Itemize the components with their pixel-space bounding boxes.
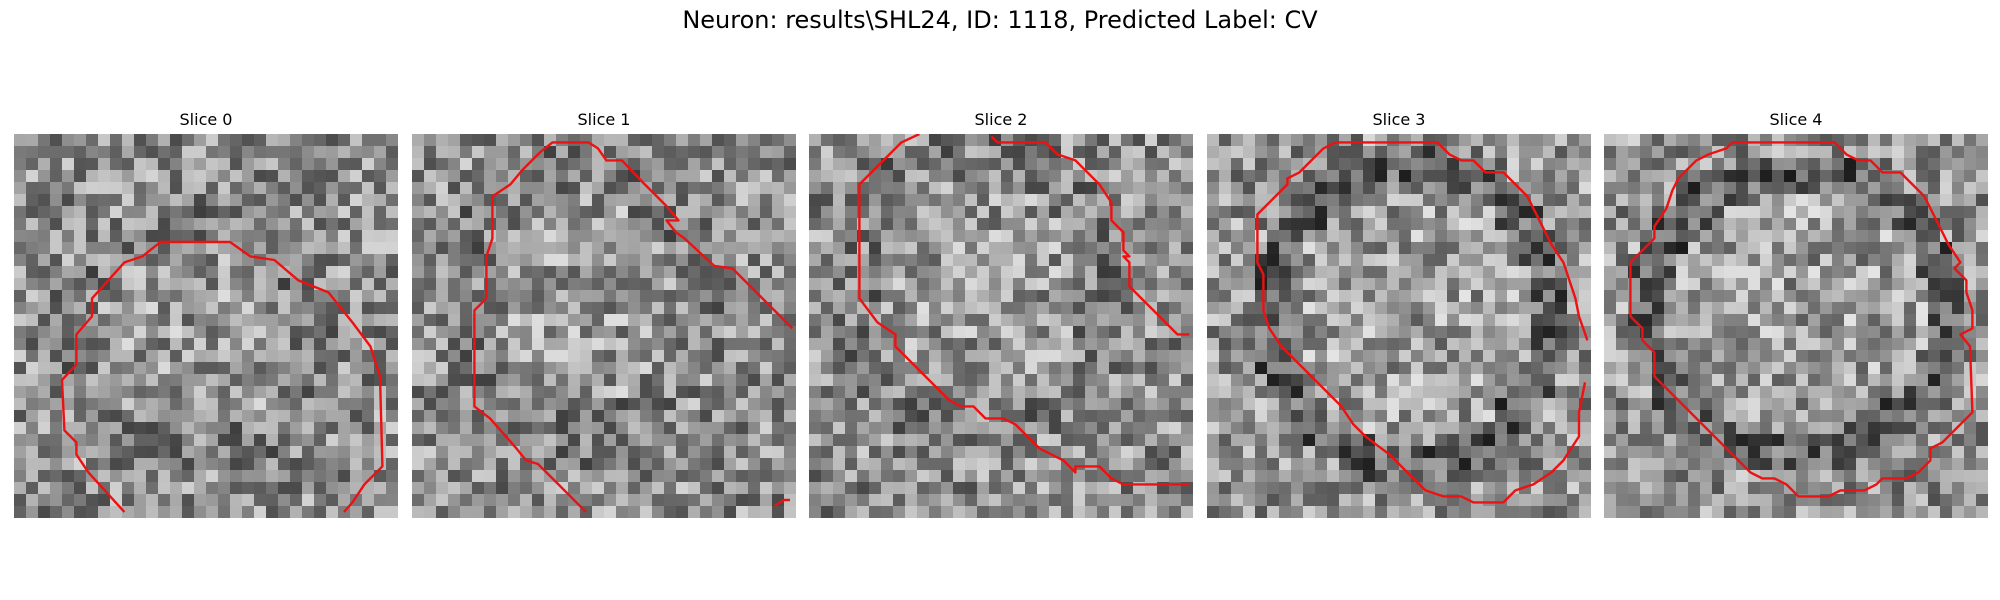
contour-line [473,141,794,513]
slice-image [1207,134,1591,518]
contour-line [858,134,1190,486]
slice-texture [14,134,398,518]
slice-title: Slice 3 [1372,110,1426,129]
slice-texture [809,134,1193,518]
slice-title: Slice 1 [577,110,631,129]
slice-texture [1207,134,1591,518]
contour-line [1256,141,1589,504]
slice-image [1604,134,1988,518]
contour-line [990,135,1190,336]
contour-line [1629,141,1974,498]
slice-title: Slice 0 [179,110,233,129]
slice-texture [412,134,796,518]
slice-title: Slice 4 [1769,110,1823,129]
slice-image [809,134,1193,518]
contour-line [773,498,790,508]
slice-title: Slice 2 [974,110,1028,129]
figure-title: Neuron: results\SHL24, ID: 1118, Predict… [682,6,1318,34]
contour-line [60,240,384,513]
slice-image [14,134,398,518]
slice-image [412,134,796,518]
